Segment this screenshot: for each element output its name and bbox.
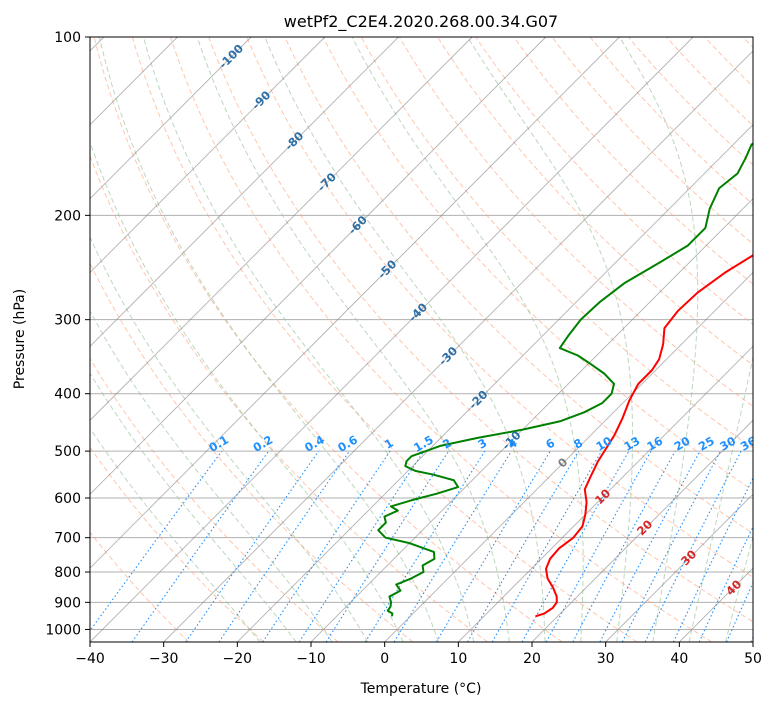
temperature-profile-line	[535, 254, 753, 618]
mixing-ratio-lines	[90, 450, 753, 642]
x-tick-label: −10	[296, 651, 326, 667]
isotherm-line	[237, 124, 753, 642]
y-axis-ticks: 100 200 300 400 500 600 700 800 900 1000	[45, 30, 90, 638]
isotherms	[90, 37, 753, 642]
mixing-ratio-line	[185, 450, 320, 642]
y-tick-label: 300	[54, 313, 81, 329]
mixing-ratio-line	[262, 450, 391, 642]
mixing-ratio-line	[644, 450, 742, 642]
isotherm-line	[90, 37, 547, 495]
y-tick-label: 100	[54, 30, 81, 46]
x-tick-label: 40	[670, 651, 688, 667]
isotherm-line	[90, 37, 399, 348]
dry-adiabat-line	[475, 37, 753, 325]
dry-adiabat-line	[90, 357, 339, 642]
x-tick-label: −40	[75, 651, 105, 667]
y-axis-label: Pressure (hPa)	[12, 289, 28, 389]
mixing-ratio-line	[545, 450, 652, 642]
isotherm-line	[90, 37, 252, 200]
mixing-ratio-label: 20	[672, 434, 693, 454]
moist-adiabat-line	[618, 37, 699, 642]
moist-adiabat-line	[264, 37, 546, 642]
mixing-ratio-label: 30	[717, 434, 738, 454]
mixing-ratio-line	[298, 450, 425, 642]
moist-adiabat-line	[196, 37, 510, 642]
mixing-ratio-label: 13	[622, 434, 643, 454]
dry-adiabat-line	[627, 37, 753, 166]
moist-adiabat-line	[90, 235, 369, 642]
mixing-ratio-label: 10	[594, 434, 615, 454]
mixing-ratio-label: 16	[644, 434, 665, 454]
plot-area: -100-90-80-70-60-50-40-30-20-100.1 0.2 0.4…	[90, 37, 759, 642]
mixing-ratio-label: 25	[696, 434, 717, 454]
dewpoint-profile-line	[377, 142, 753, 617]
x-axis-label: Temperature (°C)	[360, 681, 482, 697]
moist-adiabat-line	[90, 309, 333, 642]
chart-title: wetPf2_C2E4.2020.268.00.34.G07	[284, 12, 558, 32]
y-tick-label: 600	[54, 491, 81, 507]
mixing-ratio-line	[521, 450, 630, 642]
moist-adiabat-line	[688, 354, 753, 642]
x-tick-label: 10	[449, 651, 467, 667]
y-tick-label: 400	[54, 387, 81, 403]
y-tick-label: 700	[54, 531, 81, 547]
moist-adiabat-line	[142, 37, 475, 642]
mixing-ratio-line	[131, 450, 270, 642]
profile-series	[377, 142, 753, 618]
dry-adiabat-line	[90, 262, 414, 642]
isotherm-line	[531, 419, 753, 642]
x-tick-label: 50	[744, 651, 762, 667]
dry-adiabat-line	[131, 37, 638, 642]
isotherm-line	[310, 197, 753, 642]
plot-frame	[89, 36, 754, 643]
isotherm-line	[90, 37, 326, 274]
y-tick-label: 1000	[45, 622, 81, 638]
x-tick-label: −30	[149, 651, 179, 667]
isotherm-line	[384, 271, 753, 642]
dry-adiabat-line	[322, 37, 753, 492]
dry-adiabat-line	[90, 531, 190, 642]
mixing-ratio-line	[393, 450, 512, 642]
mixing-ratio-line	[325, 450, 450, 642]
dry-adiabat-line	[93, 37, 563, 642]
x-tick-label: 0	[380, 651, 389, 667]
moist-adiabat-line	[725, 535, 753, 642]
isotherm-line	[605, 493, 753, 642]
moist-adiabat-line	[90, 140, 404, 642]
dry-adiabat-line	[551, 37, 753, 245]
dry-adiabats	[90, 37, 753, 642]
moist-adiabat-line	[90, 372, 297, 642]
x-tick-label: 30	[597, 651, 615, 667]
moist-adiabat-line	[90, 427, 261, 642]
y-tick-label: 900	[54, 595, 81, 611]
isotherm-line	[90, 37, 473, 421]
y-tick-label: 800	[54, 565, 81, 581]
dry-adiabat-line	[398, 37, 753, 407]
isotherm-line	[163, 50, 753, 642]
dry-adiabat-line	[169, 37, 712, 642]
moist-adiabat-line	[98, 37, 439, 642]
mixing-ratio-line	[672, 477, 753, 642]
isotherm-line	[90, 37, 694, 642]
mixing-ratio-line	[218, 450, 350, 642]
y-tick-label: 200	[54, 208, 81, 224]
dry-adiabat-line	[437, 37, 753, 366]
mixing-ratio-line	[572, 450, 676, 642]
x-tick-label: −20	[223, 651, 253, 667]
x-tick-label: 20	[523, 651, 541, 667]
dry-adiabat-line	[589, 37, 753, 205]
isotherm-line	[458, 345, 753, 642]
x-axis-ticks: −40 −30 −20 −10 0 10 20 30 40 50	[75, 642, 762, 667]
moist-adiabat-line	[351, 37, 584, 642]
dry-adiabat-line	[208, 37, 753, 623]
mixing-ratio-line	[90, 450, 223, 632]
mixing-ratio-label: 36	[738, 434, 759, 454]
y-tick-label: 500	[54, 444, 81, 460]
isotherm-line	[90, 37, 620, 569]
pressure-gridlines	[90, 37, 753, 630]
